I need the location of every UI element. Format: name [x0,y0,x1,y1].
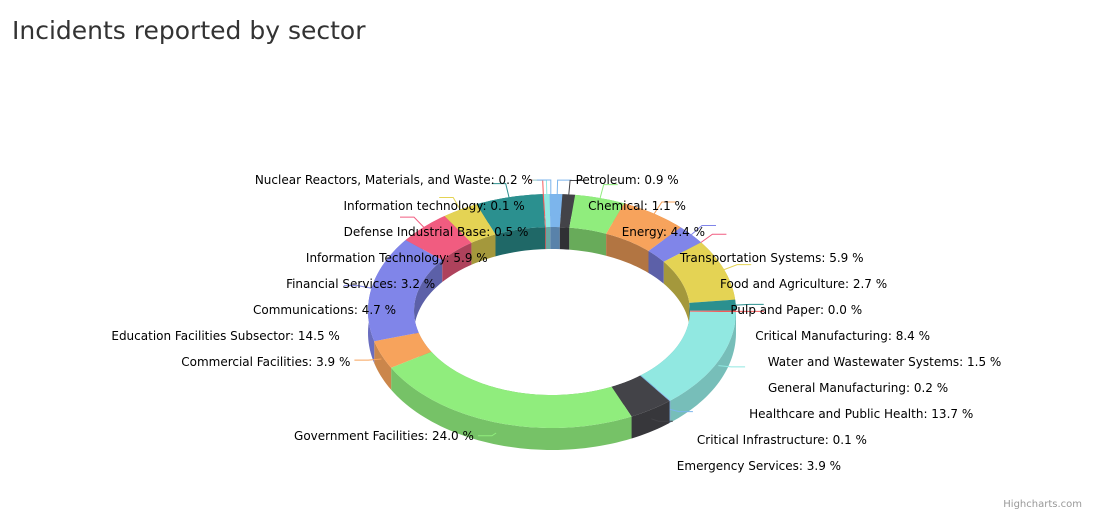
slice-chemical-1[interactable] [559,194,576,228]
data-label-chemical-1: Chemical: 1.1 % [588,199,686,213]
slice-financial-services-16[interactable] [444,204,496,243]
slice-information-technology-18[interactable] [542,194,546,228]
connector-commercial-facilities-13 [354,358,382,361]
slice-transportation-systems-3[interactable] [606,203,681,251]
donut-tops [368,194,736,428]
connector-transportation-systems-3 [653,201,676,214]
slice-general-manufacturing-8[interactable] [689,310,736,313]
data-label-food-and-agriculture-4: Food and Agriculture: 2.7 % [720,277,887,291]
slice-side-healthcare-and-public-health-9[interactable] [670,312,736,423]
slice-inner-side-chemical-1 [559,227,570,250]
connector-food-and-agriculture-4 [691,225,716,235]
data-label-general-manufacturing-8: General Manufacturing: 0.2 % [768,381,948,395]
data-label-defense-industrial-base-19: Defense Industrial Base: 0.5 % [344,225,529,239]
connector-communications-15 [400,216,425,228]
data-label-information-technology-17: Information Technology: 5.9 % [306,251,488,265]
connector-healthcare-and-public-health-9 [718,365,746,368]
data-label-communications-15: Communications: 4.7 % [253,303,396,317]
data-label-emergency-services-11: Emergency Services: 3.9 % [677,459,841,473]
slice-inner-side-defense-industrial-base-19 [545,227,551,250]
data-label-financial-services-16: Financial Services: 3.2 % [286,277,435,291]
slice-energy-2[interactable] [569,194,625,234]
slice-petroleum-0[interactable] [552,194,563,228]
slice-side-government-facilities-12[interactable] [391,367,632,450]
slice-nuclear-reactors-materials-and-waste-20[interactable] [549,194,552,228]
slice-inner-side-information-technology-17 [495,227,546,257]
connector-petroleum-0 [556,179,572,195]
connector-financial-services-16 [439,197,461,210]
slice-inner-side-transportation-systems-3 [606,233,649,273]
slice-information-technology-17[interactable] [476,194,546,235]
slice-inner-side-food-and-agriculture-4 [648,250,664,284]
slice-inner-side-petroleum-0 [552,227,560,250]
slice-emergency-services-11[interactable] [611,375,670,417]
data-label-water-and-wastewater-systems-7: Water and Wastewater Systems: 1.5 % [768,355,1002,369]
connector-defense-industrial-base-19 [532,179,548,195]
data-label-nuclear-reactors-materials-and-waste-20: Nuclear Reactors, Materials, and Waste: … [255,173,533,187]
connector-education-facilities-subsector-14 [343,285,372,289]
slice-education-facilities-subsector-14[interactable] [368,240,443,342]
data-label-healthcare-and-public-health-9: Healthcare and Public Health: 13.7 % [749,407,973,421]
connector-nuclear-reactors-materials-and-waste-20 [536,179,552,194]
connector-chemical-1 [568,180,585,195]
slice-inner-side-communications-15 [442,242,472,283]
connector-critical-infrastructure-10 [669,408,693,413]
slice-water-and-wastewater-systems-7[interactable] [689,299,736,311]
slice-inner-side-financial-services-16 [471,234,496,265]
connector-pulp-and-paper-5 [700,233,727,243]
slice-inner-side-energy-2 [569,227,607,256]
data-label-information-technology-18: Information technology: 0.1 % [343,199,524,213]
connector-lines [343,179,764,437]
slice-inner-side-information-technology-18 [545,227,546,250]
data-label-education-facilities-subsector-14: Education Facilities Subsector: 14.5 % [111,329,339,343]
slice-side-critical-infrastructure-10[interactable] [669,400,671,424]
connector-information-technology-17 [491,183,510,198]
data-label-critical-manufacturing-6: Critical Manufacturing: 8.4 % [755,329,930,343]
slice-side-emergency-services-11[interactable] [631,401,670,439]
credits-link[interactable]: Highcharts.com [1003,499,1082,510]
data-label-critical-infrastructure-10: Critical Infrastructure: 0.1 % [697,433,867,447]
data-label-transportation-systems-3: Transportation Systems: 5.9 % [679,251,864,265]
slice-inner-side-critical-manufacturing-6 [663,261,690,325]
data-label-energy-2: Energy: 4.4 % [622,225,705,239]
slice-side-commercial-facilities-13[interactable] [374,341,392,390]
slice-inner-side-education-facilities-subsector-14 [414,260,443,355]
connector-critical-manufacturing-6 [723,264,752,271]
connector-emergency-services-11 [651,418,673,422]
slice-food-and-agriculture-4[interactable] [648,227,702,262]
data-label-commercial-facilities-13: Commercial Facilities: 3.9 % [181,355,350,369]
connector-energy-2 [599,184,618,199]
slice-defense-industrial-base-19[interactable] [543,194,551,228]
connector-water-and-wastewater-systems-7 [735,303,764,306]
data-labels: Petroleum: 0.9 % Chemical: 1.1 % Energy: 4… [111,173,1001,473]
slice-critical-infrastructure-10[interactable] [640,375,671,402]
slice-critical-manufacturing-6[interactable] [663,242,736,303]
chart-title: Incidents reported by sector [12,16,366,45]
slice-commercial-facilities-13[interactable] [374,332,432,368]
slice-government-facilities-12[interactable] [391,351,632,428]
slice-inner-side-nuclear-reactors-materials-and-waste-20 [550,227,552,250]
data-label-government-facilities-12: Government Facilities: 24.0 % [294,429,474,443]
data-label-pulp-and-paper-5: Pulp and Paper: 0.0 % [730,303,862,317]
slice-healthcare-and-public-health-9[interactable] [640,311,736,401]
connector-government-facilities-12 [477,432,497,437]
data-label-petroleum-0: Petroleum: 0.9 % [576,173,679,187]
slice-communications-15[interactable] [405,216,472,261]
